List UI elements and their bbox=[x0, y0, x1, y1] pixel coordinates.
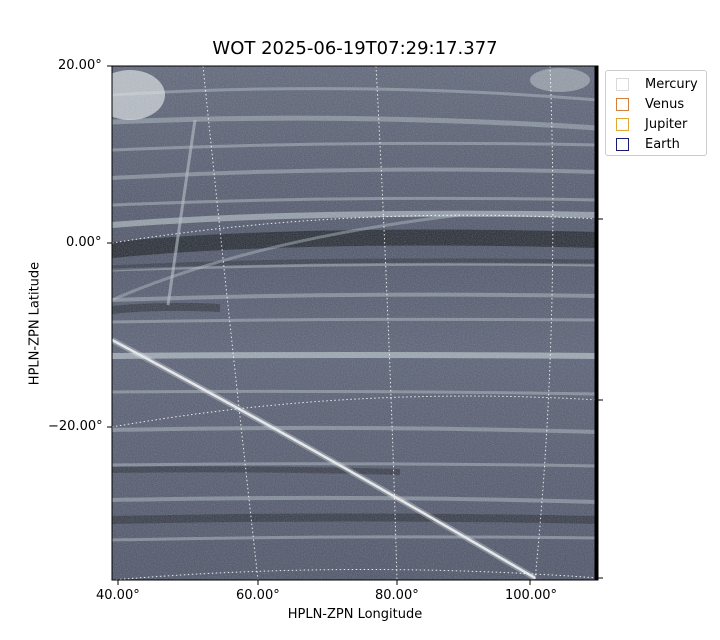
legend-label-earth: Earth bbox=[645, 136, 680, 152]
y-tick-0: 0.00° bbox=[66, 235, 102, 250]
x-tick-60: 60.00° bbox=[236, 588, 280, 603]
x-tick-100: 100.00° bbox=[505, 588, 557, 603]
legend-item-earth: Earth bbox=[616, 136, 680, 152]
legend: Mercury Venus Jupiter Earth bbox=[605, 70, 707, 156]
jupiter-swatch bbox=[616, 117, 629, 131]
legend-item-venus: Venus bbox=[616, 96, 684, 112]
legend-label-jupiter: Jupiter bbox=[645, 116, 688, 132]
plot-frame bbox=[111, 65, 599, 581]
legend-item-jupiter: Jupiter bbox=[616, 116, 687, 132]
x-tick-40: 40.00° bbox=[96, 588, 140, 603]
y-axis-label: HPLN-ZPN Latitude bbox=[27, 261, 43, 386]
tick-marks bbox=[107, 65, 603, 585]
legend-label-venus: Venus bbox=[645, 96, 685, 112]
legend-item-mercury: Mercury bbox=[616, 76, 698, 92]
earth-swatch bbox=[616, 137, 629, 151]
y-tick-minus20: −20.00° bbox=[48, 419, 103, 434]
sky-image bbox=[112, 66, 598, 580]
mercury-swatch bbox=[616, 77, 629, 91]
x-axis-label: HPLN-ZPN Longitude bbox=[287, 607, 423, 622]
x-tick-80: 80.00° bbox=[375, 588, 419, 603]
y-tick-20: 20.00° bbox=[58, 58, 102, 73]
venus-swatch bbox=[616, 97, 629, 111]
legend-label-mercury: Mercury bbox=[645, 76, 698, 92]
plot-title: WOT 2025-06-19T07:29:17.377 bbox=[212, 38, 498, 59]
